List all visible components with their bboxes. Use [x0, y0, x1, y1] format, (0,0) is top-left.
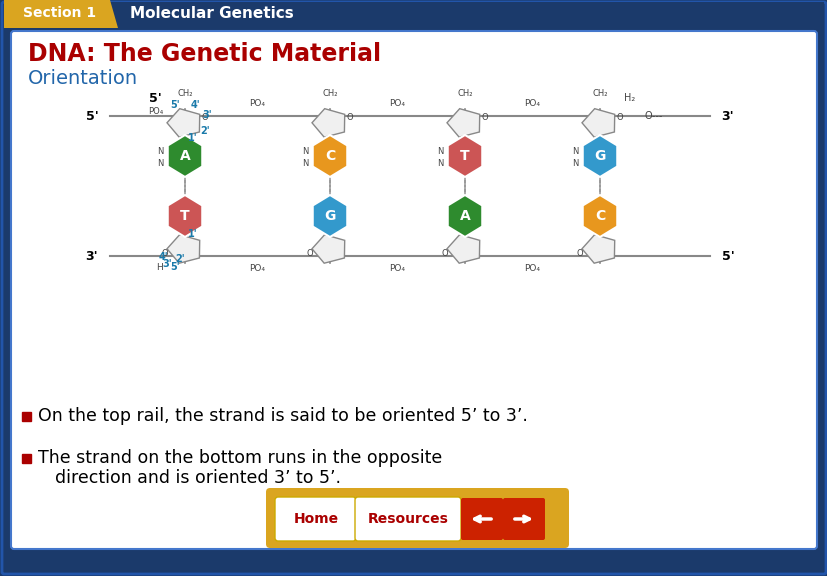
Text: Section 1: Section 1: [23, 6, 97, 20]
Text: 5': 5': [148, 92, 161, 104]
Text: N: N: [302, 146, 308, 156]
Polygon shape: [312, 109, 344, 137]
Text: PO₄: PO₄: [523, 99, 540, 108]
Text: PO₄: PO₄: [389, 99, 405, 108]
Polygon shape: [582, 195, 617, 237]
Text: 5': 5': [85, 109, 98, 123]
Polygon shape: [168, 195, 202, 237]
Text: PO₄: PO₄: [147, 107, 163, 116]
FancyBboxPatch shape: [355, 497, 461, 541]
Text: O: O: [347, 113, 353, 123]
Text: O---: O---: [644, 111, 662, 121]
Polygon shape: [168, 135, 202, 177]
Polygon shape: [313, 135, 347, 177]
Text: N: N: [571, 160, 577, 169]
Text: 1': 1': [188, 229, 198, 239]
Polygon shape: [312, 234, 344, 263]
Text: N: N: [437, 160, 442, 169]
FancyBboxPatch shape: [22, 411, 31, 420]
FancyBboxPatch shape: [502, 498, 544, 540]
Text: 3': 3': [721, 109, 734, 123]
Text: On the top rail, the strand is said to be oriented 5’ to 3’.: On the top rail, the strand is said to b…: [38, 407, 528, 425]
Text: 2': 2': [175, 254, 184, 264]
Text: 1': 1': [188, 133, 198, 143]
Text: PO₄: PO₄: [523, 264, 540, 273]
Text: CH₂: CH₂: [322, 89, 337, 98]
Polygon shape: [447, 234, 479, 263]
Text: 3': 3': [202, 110, 212, 120]
Text: Home: Home: [293, 512, 338, 526]
Text: CH₂: CH₂: [591, 89, 607, 98]
FancyBboxPatch shape: [265, 488, 568, 548]
Text: CH₂: CH₂: [177, 89, 193, 98]
Text: O: O: [161, 249, 168, 259]
Text: Molecular Genetics: Molecular Genetics: [130, 6, 294, 21]
Text: direction and is oriented 3’ to 5’.: direction and is oriented 3’ to 5’.: [55, 469, 341, 487]
FancyBboxPatch shape: [4, 2, 823, 28]
Text: Resources: Resources: [367, 512, 448, 526]
Text: 3': 3': [162, 259, 172, 269]
Text: N: N: [156, 160, 163, 169]
Polygon shape: [167, 234, 199, 263]
Text: G: G: [594, 149, 605, 163]
Polygon shape: [582, 135, 617, 177]
Text: T: T: [180, 209, 189, 223]
Text: 5': 5': [721, 249, 734, 263]
Text: PO₄: PO₄: [389, 264, 405, 273]
Text: N: N: [437, 146, 442, 156]
Text: A: A: [179, 149, 190, 163]
Text: 4': 4': [190, 100, 199, 110]
Polygon shape: [447, 195, 481, 237]
Text: G: G: [324, 209, 335, 223]
Text: C: C: [324, 149, 335, 163]
Polygon shape: [447, 135, 481, 177]
Text: C: C: [594, 209, 605, 223]
FancyBboxPatch shape: [11, 31, 816, 549]
FancyBboxPatch shape: [275, 497, 356, 541]
Text: H: H: [156, 263, 163, 272]
FancyBboxPatch shape: [461, 498, 502, 540]
Text: PO₄: PO₄: [249, 99, 265, 108]
Text: 3': 3': [85, 249, 98, 263]
Text: Orientation: Orientation: [28, 69, 138, 88]
Text: O: O: [616, 113, 623, 123]
Polygon shape: [4, 0, 118, 28]
Text: PO₄: PO₄: [249, 264, 265, 273]
Text: N: N: [302, 160, 308, 169]
Text: O: O: [576, 249, 582, 259]
Polygon shape: [581, 109, 614, 137]
Text: O: O: [481, 113, 488, 123]
Text: 5': 5': [170, 100, 179, 110]
Text: O: O: [202, 113, 208, 123]
Text: H₂: H₂: [624, 93, 635, 103]
Text: T: T: [460, 149, 469, 163]
Text: N: N: [571, 146, 577, 156]
FancyBboxPatch shape: [22, 453, 31, 463]
Text: DNA: The Genetic Material: DNA: The Genetic Material: [28, 42, 380, 66]
Text: The strand on the bottom runs in the opposite: The strand on the bottom runs in the opp…: [38, 449, 442, 467]
Polygon shape: [313, 195, 347, 237]
Text: O: O: [441, 249, 447, 259]
Text: 4': 4': [158, 252, 168, 262]
Polygon shape: [581, 234, 614, 263]
Text: 5': 5': [170, 262, 179, 272]
Text: 2': 2': [200, 126, 209, 136]
Text: CH₂: CH₂: [457, 89, 472, 98]
Polygon shape: [167, 109, 199, 137]
Text: O: O: [306, 249, 313, 259]
Polygon shape: [447, 109, 479, 137]
Text: N: N: [156, 146, 163, 156]
Text: A: A: [459, 209, 470, 223]
